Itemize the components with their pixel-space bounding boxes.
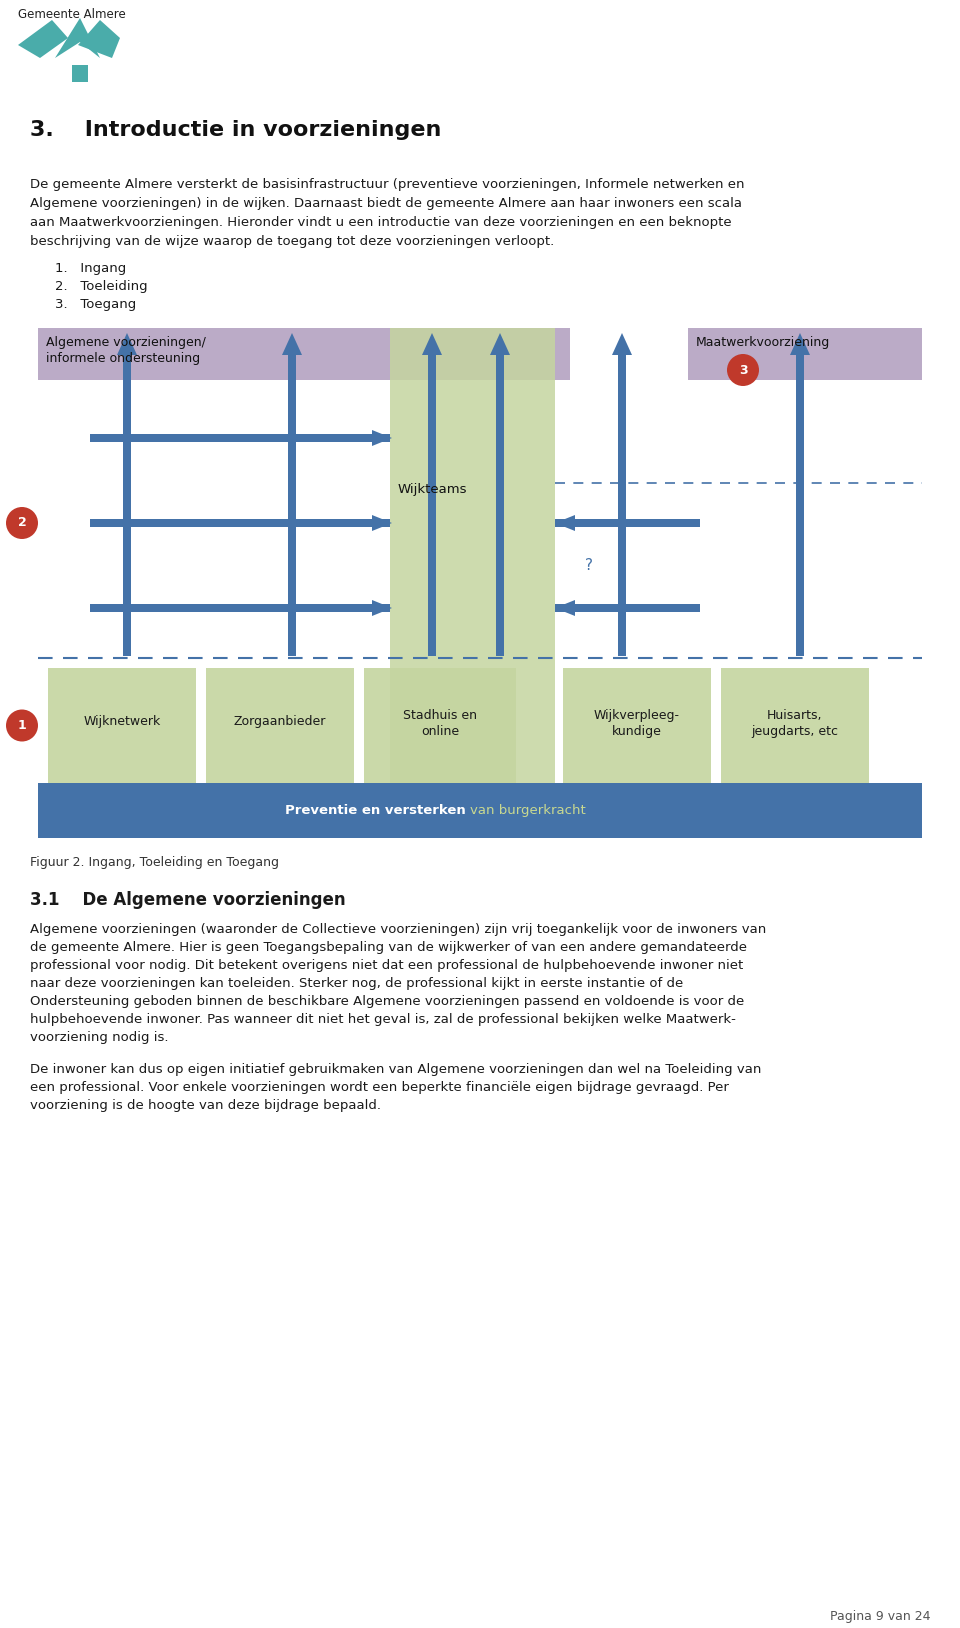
Text: aan Maatwerkvoorzieningen. Hieronder vindt u een introductie van deze voorzienin: aan Maatwerkvoorzieningen. Hieronder vin… [30, 217, 732, 230]
Text: Pagina 9 van 24: Pagina 9 van 24 [829, 1610, 930, 1623]
Text: Zorgaanbieder: Zorgaanbieder [234, 715, 326, 728]
Bar [48, 667, 196, 783]
Bar [123, 355, 131, 656]
Polygon shape [555, 514, 575, 531]
Polygon shape [555, 601, 575, 615]
Text: voorziening nodig is.: voorziening nodig is. [30, 1031, 169, 1044]
Bar [428, 355, 436, 656]
Bar [688, 327, 922, 379]
Text: 1: 1 [17, 720, 26, 733]
Bar [618, 355, 626, 656]
Text: hulpbehoevende inwoner. Pas wanneer dit niet het geval is, zal de professional b: hulpbehoevende inwoner. Pas wanneer dit … [30, 1013, 736, 1026]
Bar [38, 783, 922, 838]
Text: online: online [420, 724, 459, 737]
Text: 3.    Introductie in voorzieningen: 3. Introductie in voorzieningen [30, 120, 442, 140]
Text: 3.   Toegang: 3. Toegang [55, 298, 136, 311]
Polygon shape [372, 601, 392, 615]
Polygon shape [372, 514, 392, 531]
Text: Maatwerkvoorziening: Maatwerkvoorziening [696, 335, 830, 348]
Bar [796, 355, 804, 656]
Bar [721, 667, 869, 783]
Text: informele ondersteuning: informele ondersteuning [46, 352, 200, 365]
Bar [288, 355, 296, 656]
Polygon shape [612, 334, 632, 355]
Bar [90, 435, 372, 441]
Text: Wijkteams: Wijkteams [398, 484, 468, 497]
Text: professional voor nodig. Dit betekent overigens niet dat een professional de hul: professional voor nodig. Dit betekent ov… [30, 959, 743, 972]
Circle shape [6, 506, 38, 539]
Text: Algemene voorzieningen/: Algemene voorzieningen/ [46, 335, 205, 348]
Text: 2: 2 [17, 516, 26, 529]
Bar [90, 604, 390, 612]
Bar [90, 604, 372, 610]
Text: van burgerkracht: van burgerkracht [470, 804, 586, 817]
Bar [206, 667, 354, 783]
Text: Algemene voorzieningen) in de wijken. Daarnaast biedt de gemeente Almere aan haa: Algemene voorzieningen) in de wijken. Da… [30, 197, 742, 210]
Bar [390, 327, 555, 783]
Text: De gemeente Almere versterkt de basisinfrastructuur (preventieve voorzieningen, : De gemeente Almere versterkt de basisinf… [30, 177, 745, 190]
Bar [90, 519, 390, 527]
Bar [555, 519, 700, 527]
Text: de gemeente Almere. Hier is geen Toegangsbepaling van de wijkwerker of van een a: de gemeente Almere. Hier is geen Toegang… [30, 941, 747, 954]
Text: 3.1    De Algemene voorzieningen: 3.1 De Algemene voorzieningen [30, 891, 346, 908]
Text: 2.   Toeleiding: 2. Toeleiding [55, 280, 148, 293]
Circle shape [6, 710, 38, 741]
Text: Wijknetwerk: Wijknetwerk [84, 715, 160, 728]
Bar [90, 435, 390, 441]
Polygon shape [790, 334, 810, 355]
Bar [90, 519, 372, 526]
Text: De inwoner kan dus op eigen initiatief gebruikmaken van Algemene voorzieningen d: De inwoner kan dus op eigen initiatief g… [30, 1063, 761, 1076]
Text: kundige: kundige [612, 724, 662, 737]
Bar [575, 519, 700, 526]
Polygon shape [78, 20, 120, 59]
Bar [575, 604, 700, 610]
Text: Preventie en versterken: Preventie en versterken [284, 804, 470, 817]
Text: ?: ? [585, 558, 593, 573]
Bar [38, 327, 570, 379]
Bar [555, 604, 700, 612]
Polygon shape [72, 65, 88, 81]
Polygon shape [282, 334, 302, 355]
Text: Figuur 2. Ingang, Toeleiding en Toegang: Figuur 2. Ingang, Toeleiding en Toegang [30, 856, 279, 869]
Text: Huisarts,: Huisarts, [767, 710, 823, 721]
Text: Algemene voorzieningen (waaronder de Collectieve voorzieningen) zijn vrij toegan: Algemene voorzieningen (waaronder de Col… [30, 923, 766, 936]
Text: 3: 3 [738, 363, 747, 376]
Polygon shape [55, 18, 100, 59]
Text: 1.   Ingang: 1. Ingang [55, 262, 127, 275]
Text: Stadhuis en: Stadhuis en [403, 710, 477, 721]
Text: jeugdarts, etc: jeugdarts, etc [752, 724, 838, 737]
Text: naar deze voorzieningen kan toeleiden. Sterker nog, de professional kijkt in eer: naar deze voorzieningen kan toeleiden. S… [30, 977, 684, 990]
Polygon shape [117, 334, 137, 355]
Bar [364, 667, 516, 783]
Bar [496, 355, 504, 656]
Polygon shape [18, 20, 68, 59]
Text: Wijkverpleeg-: Wijkverpleeg- [594, 710, 680, 721]
Bar [563, 667, 711, 783]
Polygon shape [422, 334, 442, 355]
Text: Gemeente Almere: Gemeente Almere [18, 8, 126, 21]
Polygon shape [372, 430, 392, 446]
Text: een professional. Voor enkele voorzieningen wordt een beperkte financiële eigen : een professional. Voor enkele voorzienin… [30, 1081, 729, 1094]
Circle shape [727, 353, 759, 386]
Text: Ondersteuning geboden binnen de beschikbare Algemene voorzieningen passend en vo: Ondersteuning geboden binnen de beschikb… [30, 995, 744, 1008]
Polygon shape [490, 334, 510, 355]
Text: beschrijving van de wijze waarop de toegang tot deze voorzieningen verloopt.: beschrijving van de wijze waarop de toeg… [30, 234, 554, 247]
Text: voorziening is de hoogte van deze bijdrage bepaald.: voorziening is de hoogte van deze bijdra… [30, 1099, 381, 1112]
